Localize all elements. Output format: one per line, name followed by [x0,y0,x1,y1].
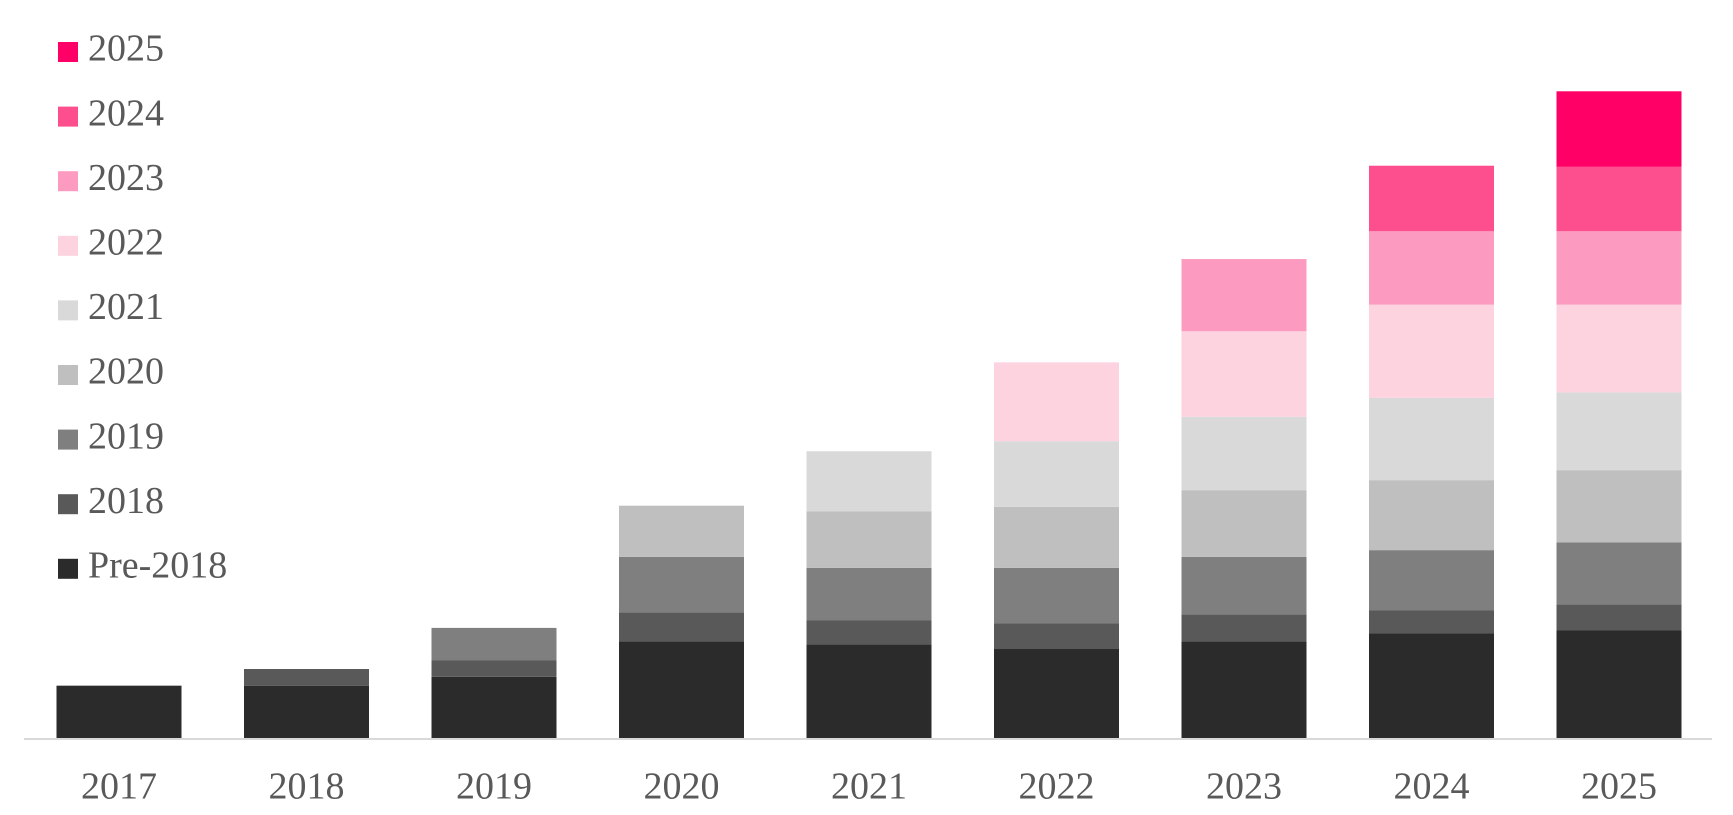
bar-segment [1556,231,1682,305]
bar-segment [1181,641,1307,739]
bar-segment [1369,231,1494,305]
bar-segment [1181,331,1307,417]
x-tick-label: 2020 [644,766,720,808]
legend-swatch [58,494,78,515]
bar-segment [1556,392,1682,471]
bar-segment [994,441,1119,507]
bar-segment [1556,91,1682,167]
legend-swatch [58,106,78,127]
legend-label: 2024 [88,92,164,134]
bar-segment [1556,542,1682,605]
legend-swatch [58,171,78,192]
legend-label: 2018 [88,480,164,522]
bar-segment [1369,165,1494,232]
bar-segment [1369,397,1494,481]
bar-segment [619,612,744,642]
bar-segment [1369,480,1494,551]
bar-segment [244,685,369,739]
bar-segment [1369,304,1494,398]
bar-segment [806,451,932,512]
bar-segment [1556,470,1682,543]
legend-label: 2020 [88,351,164,393]
x-tick-label: 2021 [831,766,907,808]
x-tick-label: 2022 [1019,766,1095,808]
bar-segment [619,556,744,613]
bar-segment [806,644,932,739]
legend-label: 2022 [88,222,164,264]
bar-segment [806,620,932,645]
legend-label: 2021 [88,286,164,328]
legend-swatch [58,300,78,321]
legend-label: 2025 [88,28,164,70]
x-tick-label: 2025 [1581,766,1657,808]
bar-segment [1556,304,1682,393]
bar-segment [1181,416,1307,491]
legend-label: 2019 [88,415,164,457]
legend-swatch [58,558,78,579]
bar-segment [1556,166,1682,232]
bar-segment [619,505,744,557]
bar-segment [994,506,1119,568]
bar-segment [1556,604,1682,631]
legend-swatch [58,42,78,62]
bar-segment [1181,490,1307,557]
x-tick-label: 2018 [269,766,345,808]
bar-segment [1181,614,1307,642]
legend-label: 2023 [88,157,164,199]
x-tick-label: 2023 [1206,766,1282,808]
legend-swatch [58,429,78,450]
bar-segment [619,641,744,739]
x-tick-label: 2019 [456,766,532,808]
bar-segment [1181,556,1307,615]
bar-segment [431,660,557,677]
bar-segment [1369,550,1494,611]
x-tick-label: 2017 [81,766,157,808]
bar-segment [994,649,1119,739]
bar-segment [56,685,182,739]
bar-segment [994,567,1119,624]
bar-segment [1181,259,1307,332]
bar-segment [994,623,1119,650]
legend-swatch [58,365,78,385]
legend-label: Pre-2018 [88,545,227,587]
x-tick-label: 2024 [1394,766,1470,808]
legend-swatch [58,235,78,256]
bar-segment [431,627,557,661]
bar-segment [1369,633,1494,739]
bar-segment [1369,610,1494,634]
bar-segment [1556,630,1682,739]
bar-segment [994,362,1119,442]
bar-segment [806,567,932,621]
bar-segment [806,511,932,568]
bar-segment [244,669,369,686]
bar-segment [431,676,557,739]
